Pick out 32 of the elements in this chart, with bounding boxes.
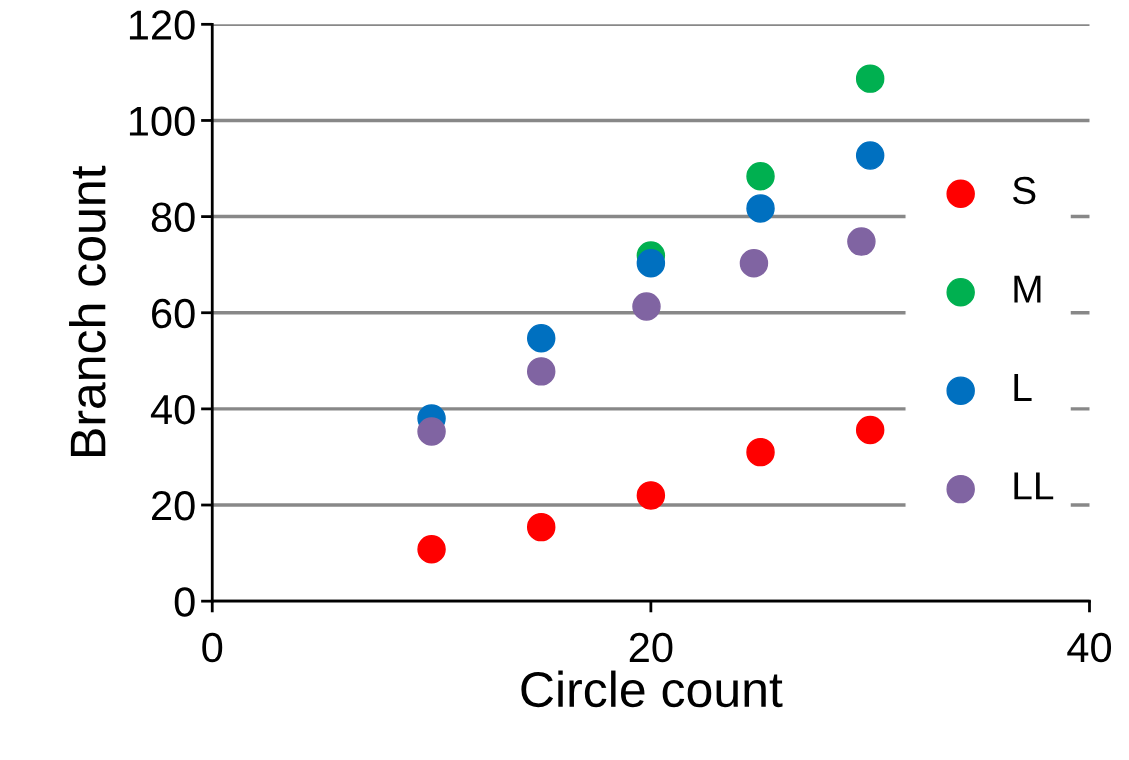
point	[632, 292, 661, 321]
y-tick-label: 120	[129, 10, 195, 40]
legend-label: L	[1014, 374, 1032, 401]
point	[526, 512, 556, 542]
y-tick-label: 80	[151, 202, 195, 233]
legend-label: M	[1014, 275, 1041, 303]
point	[855, 415, 885, 445]
point	[855, 64, 885, 93]
x-tick-label: 0	[202, 632, 223, 663]
y-tick-label: 100	[129, 106, 195, 136]
point	[636, 481, 666, 510]
y-axis-title: Branch count	[69, 165, 106, 456]
y-tick-label: 20	[152, 491, 195, 521]
point	[739, 248, 769, 278]
x-tick-label: 20	[629, 632, 673, 663]
legend-label: S	[1013, 176, 1036, 205]
y-tick-label: 0	[174, 587, 195, 617]
point	[847, 227, 876, 256]
x-tick-label: 40	[1067, 632, 1112, 663]
point	[526, 357, 556, 386]
legend-label: LL	[1014, 472, 1054, 500]
point	[746, 161, 775, 191]
point	[746, 437, 775, 467]
point	[855, 141, 885, 170]
point	[417, 417, 446, 446]
point	[526, 323, 556, 353]
point	[417, 535, 446, 564]
point	[746, 194, 775, 223]
y-tick-label: 40	[150, 394, 195, 425]
x-axis-title: Circle count	[521, 670, 783, 708]
point	[636, 248, 666, 278]
y-tick-label: 60	[152, 298, 195, 329]
